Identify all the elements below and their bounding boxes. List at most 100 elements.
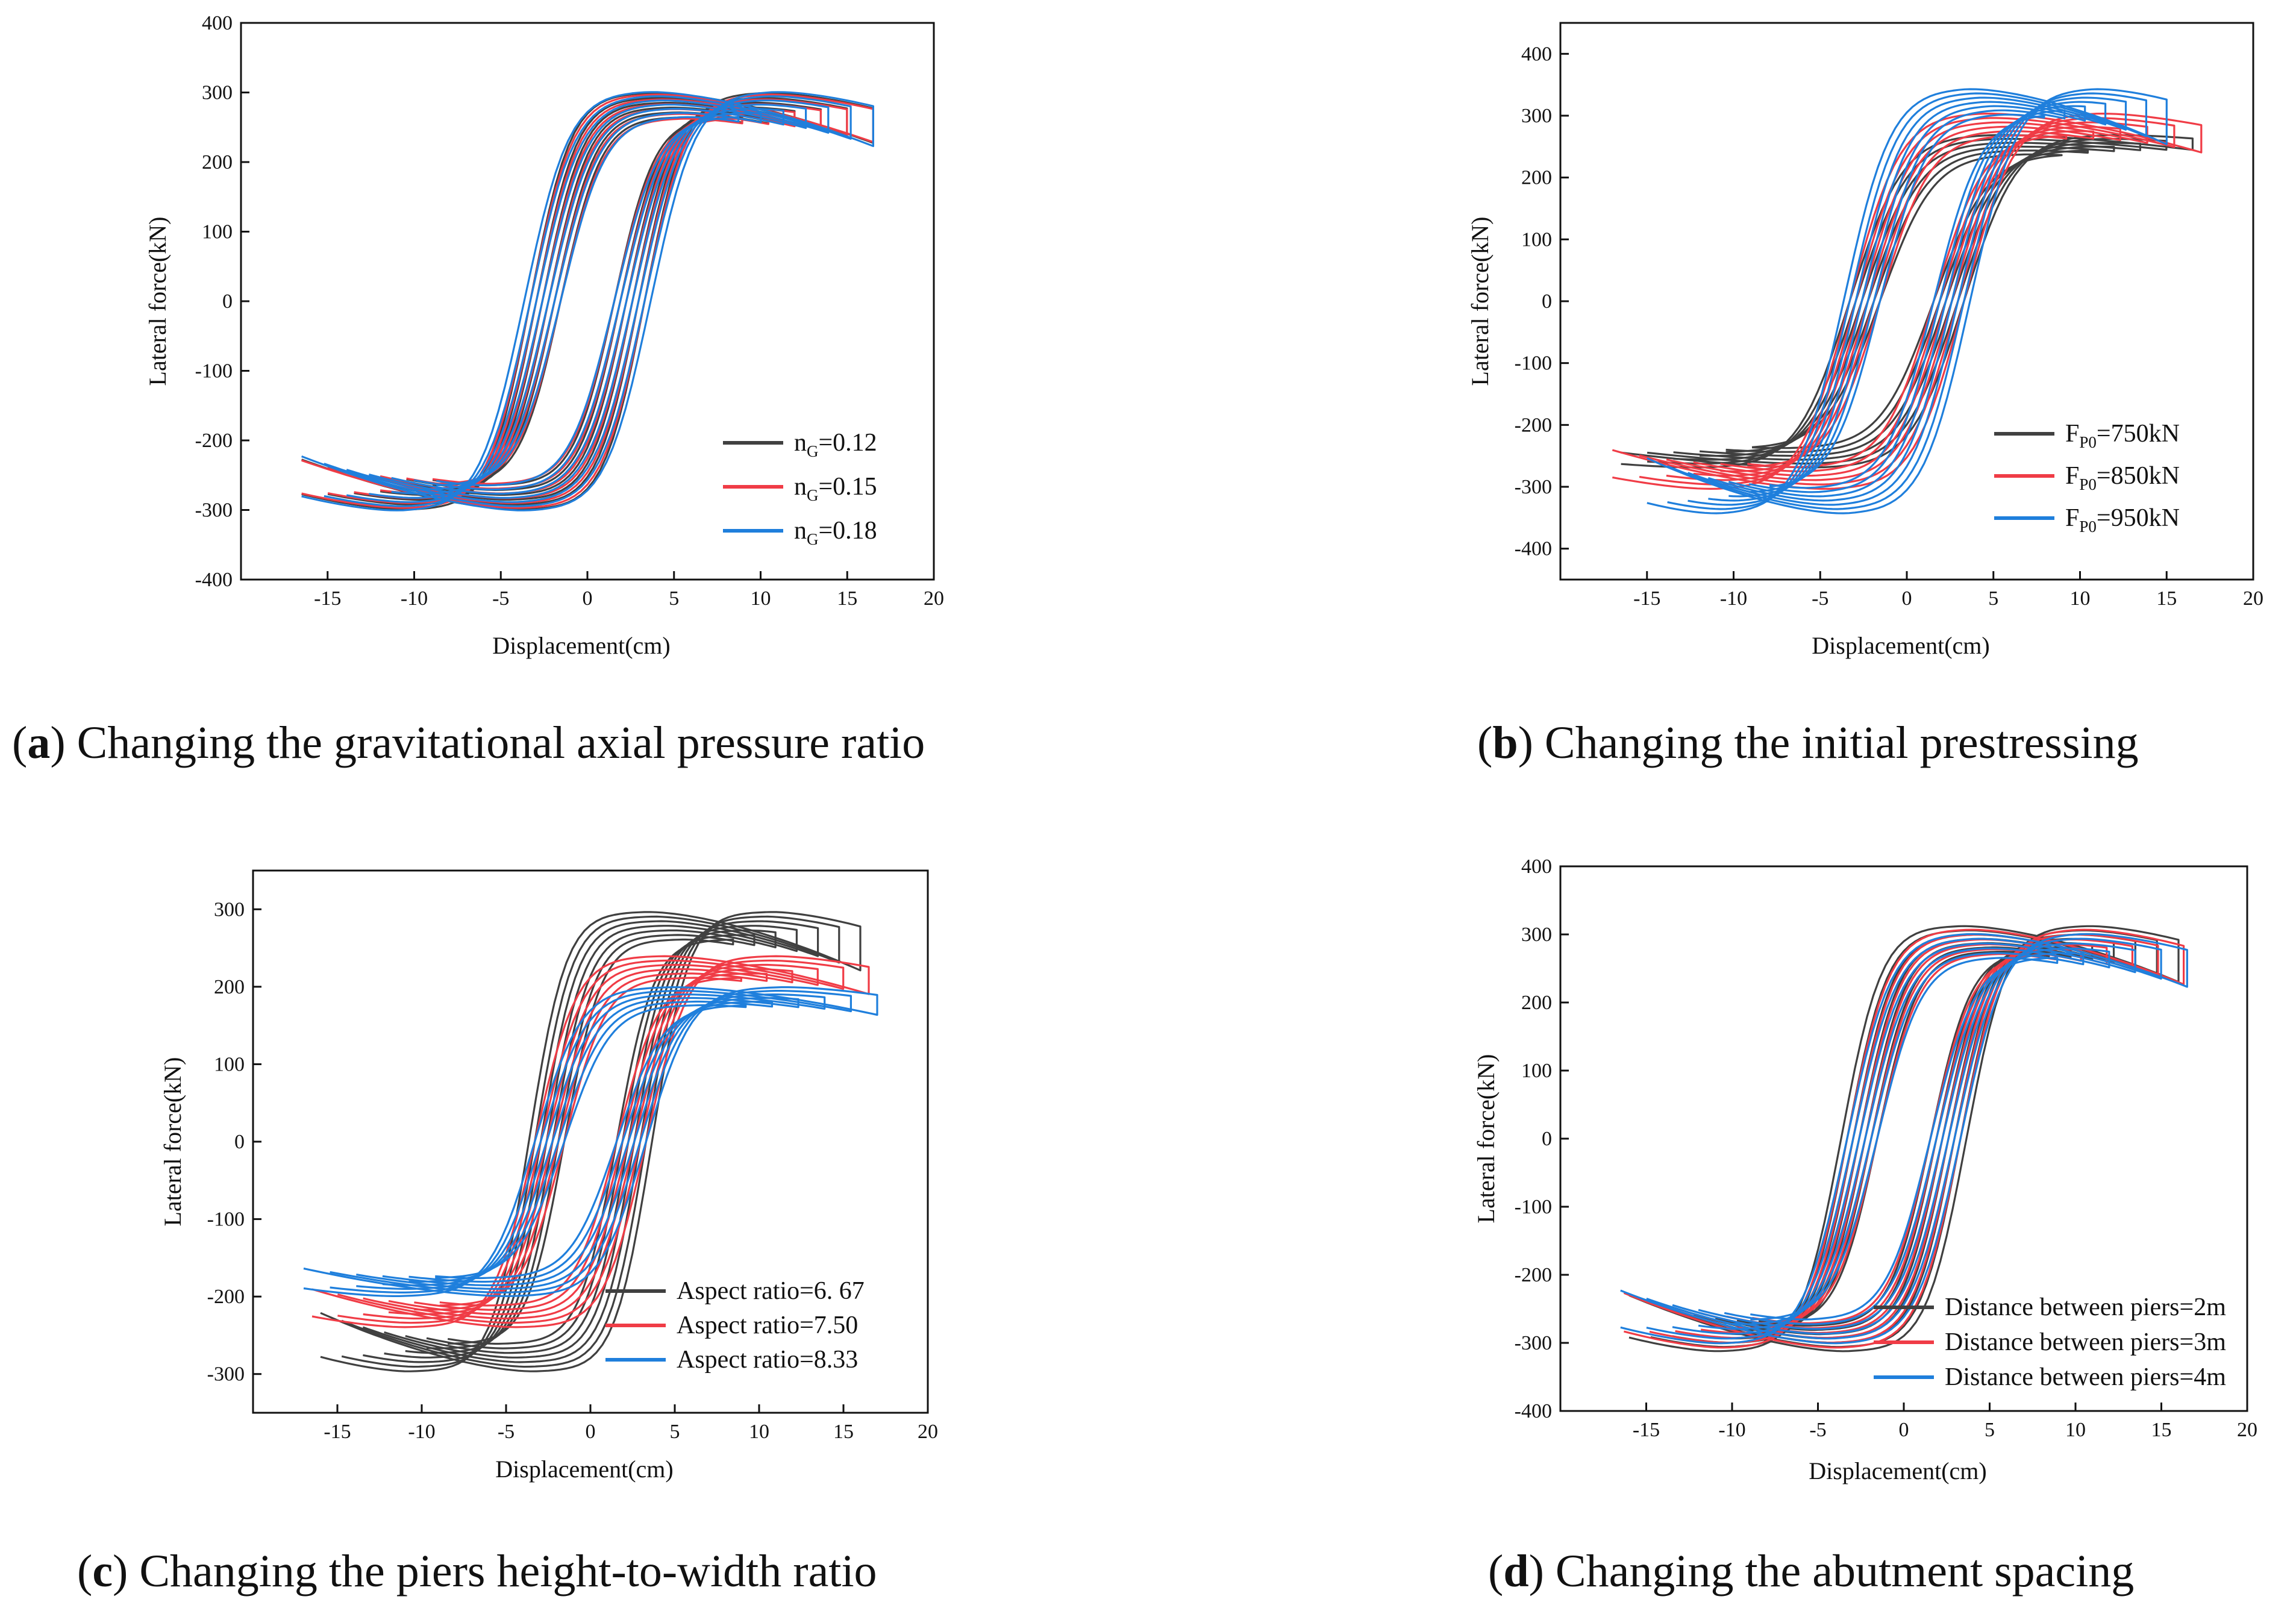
series-d-2-loop [1698,947,2110,1330]
y-tick-label-a: -400 [195,569,233,591]
legend-label-c-0: Aspect ratio=6. 67 [677,1277,865,1305]
x-tick-label-d: -15 [1633,1419,1660,1441]
series-c-2-loop [330,990,852,1293]
x-axis-title-a: Displacement(cm) [492,632,670,659]
y-tick-label-b: 300 [1521,105,1552,127]
series-b-2-loop [1687,96,2127,506]
series-c-0-loop [384,925,798,1359]
panel-a-chart: -400 -300 -200 -100 0 100 200 300 400 -15 -10 -5 0 5 1… [144,12,944,659]
caption-d: (d) Changing the abutment spacing [1488,1546,2135,1597]
series-b-2-loop [1769,113,2045,489]
legend-label-c-2: Aspect ratio=8.33 [677,1346,858,1374]
x-tick-label-a: 5 [669,587,679,610]
y-tick-label-a: -100 [195,360,233,383]
y-tick-label-d: -200 [1515,1264,1552,1286]
caption-a-text: Changing the gravitational axial pressur… [77,718,925,768]
series-a-1-loop [380,108,796,495]
series-c-1-loop [439,977,742,1307]
y-tick-label-d: 400 [1521,855,1552,878]
series-b-0-loop [1725,149,2089,453]
y-tick-label-d: 0 [1542,1128,1552,1150]
series-b-0-loop [1673,142,2141,461]
x-tick-label-b: 10 [2070,587,2091,610]
caption-a: (a) Changing the gravitational axial pre… [12,718,925,768]
series-a-1-loop [406,113,769,490]
caption-b-letter: b [1492,718,1518,768]
caption-c-letter: c [92,1546,113,1597]
x-axis-title-d: Displacement(cm) [1809,1457,1986,1484]
y-tick-label-b: -400 [1515,538,1552,560]
y-tick-label-c: 100 [214,1053,245,1075]
x-tick-label-d: 5 [1985,1419,1995,1441]
series-a-2-loop [346,99,830,503]
series-b-2-loop [1667,92,2147,510]
x-tick-label-c: 20 [918,1421,938,1443]
series-d-2-loop [1646,937,2162,1340]
series-a-2 [301,91,874,511]
x-tick-label-c: 10 [749,1421,769,1443]
series-c-2 [303,986,878,1297]
legend-label-b-1: FP0=850kN [2065,462,2180,493]
series-a-0-loop [406,111,769,491]
series-c-1-loop [363,963,819,1320]
y-axis-title-c: Lateral force(kN) [159,1057,186,1227]
x-axis-title-c: Displacement(cm) [495,1456,673,1483]
x-tick-label-d: 20 [2237,1419,2257,1441]
y-tick-label-b: -300 [1515,476,1552,498]
series-b-2-loop [1647,88,2168,514]
x-tick-label-a: -10 [401,587,428,610]
x-tick-label-c: -5 [498,1421,515,1443]
y-tick-label-b: -100 [1515,352,1552,375]
series-b-0-loop [1621,134,2194,469]
x-tick-label-a: -15 [314,587,341,610]
y-tick-label-b: 400 [1521,43,1552,65]
caption-b: (b) Changing the initial prestressing [1477,718,2139,768]
series-a-2-loop [301,91,874,511]
series-a-1-loop [327,98,848,504]
x-tick-label-d: -10 [1718,1419,1745,1441]
y-tick-label-a: 0 [222,290,233,313]
y-tick-label-d: 300 [1521,924,1552,946]
x-tick-label-a: -5 [492,587,509,610]
y-tick-label-c: -200 [207,1286,245,1308]
x-tick-label-a: 10 [751,587,771,610]
legend-label-d-1: Distance between piers=3m [1945,1328,2226,1356]
x-tick-label-d: 10 [2065,1419,2086,1441]
series-d-1-loop [1623,928,2185,1349]
series-a-2-loop [413,111,762,491]
x-tick-label-c: 0 [586,1421,596,1443]
x-tick-label-c: -15 [324,1421,351,1443]
x-tick-label-a: 0 [583,587,593,610]
y-axis-title-a: Lateral force(kN) [144,217,171,386]
series-c-0 [320,911,862,1372]
caption-b-text: Changing the initial prestressing [1544,718,2139,768]
legend-label-d-0: Distance between piers=2m [1945,1293,2226,1321]
series-d-0-loop [1628,925,2180,1353]
panel-b-chart: -400 -300 -200 -100 0 100 200 300 400 -15 -10 -5 0 5 1… [1466,22,2263,659]
x-tick-label-b: -10 [1720,587,1747,610]
x-tick-label-c: 5 [670,1421,680,1443]
x-tick-label-b: 5 [1988,587,1998,610]
legend-label-d-2: Distance between piers=4m [1945,1363,2226,1391]
series-c-2-loop [435,1004,747,1280]
plot-frame-b [1559,22,2254,581]
series-d-2-loop [1620,933,2188,1345]
y-tick-label-c: -100 [207,1209,245,1231]
x-tick-label-b: 15 [2156,587,2177,610]
series-c-1 [311,955,870,1328]
series-d-1-loop [1726,948,2082,1330]
series-c-0-loop [426,934,755,1350]
caption-c: (c) Changing the piers height-to-width r… [77,1546,877,1597]
series-b-2-loop [1728,105,2086,498]
series-d-2-loop [1672,942,2136,1335]
y-tick-label-b: 200 [1521,167,1552,189]
x-axis-title-b: Displacement(cm) [1812,632,1989,659]
caption-c-text: Changing the piers height-to-width ratio [139,1546,877,1597]
x-tick-label-b: 20 [2243,587,2263,610]
caption-d-text: Changing the abutment spacing [1555,1546,2135,1597]
y-tick-label-d: -100 [1515,1196,1552,1218]
series-d-2 [1620,933,2188,1345]
series-a-0 [301,92,874,511]
series-d-2-loop [1724,952,2085,1325]
x-tick-label-b: -5 [1812,587,1828,610]
